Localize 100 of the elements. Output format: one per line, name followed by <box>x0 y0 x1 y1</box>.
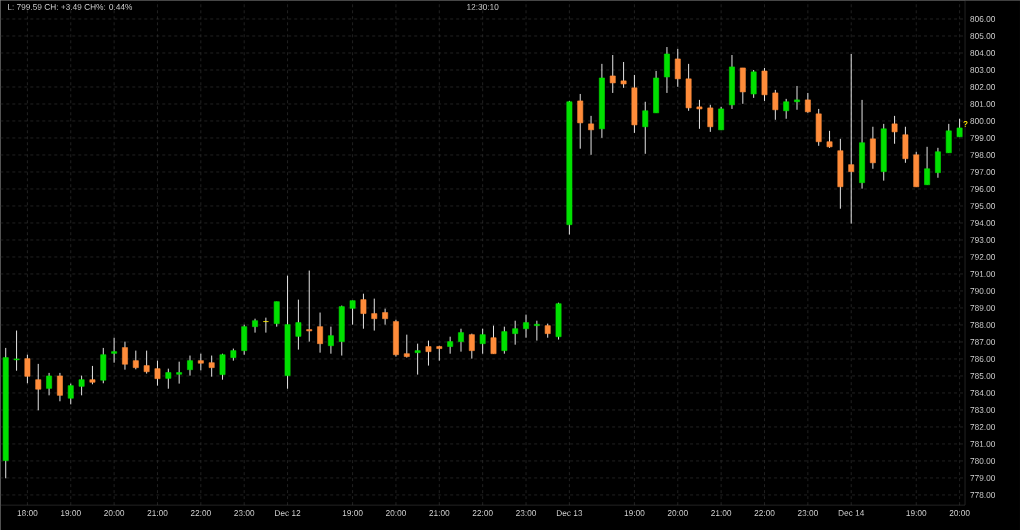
candlestick <box>588 115 594 156</box>
candlestick <box>750 69 757 99</box>
x-tick-label: 19:00 <box>342 510 363 516</box>
y-tick-label: 792.00 <box>970 253 996 260</box>
y-tick-label: 790.00 <box>970 287 996 294</box>
x-tick-label: 23:00 <box>516 510 537 516</box>
candlestick <box>490 325 497 355</box>
x-tick-label: Dec 13 <box>556 510 583 516</box>
candlestick <box>891 115 898 145</box>
candlestick <box>869 126 876 170</box>
x-tick-label: 18:00 <box>17 510 38 516</box>
candlestick <box>24 354 31 384</box>
y-tick-label: 806.00 <box>970 15 996 22</box>
y-tick-label: 780.00 <box>970 457 996 464</box>
x-tick-label: 23:00 <box>797 510 818 516</box>
candlestick <box>935 147 941 179</box>
x-tick-label: 19:00 <box>906 510 927 516</box>
x-tick-label: 22:00 <box>754 510 775 516</box>
candlestick <box>46 372 52 396</box>
candlestick <box>533 320 540 341</box>
candlestick <box>252 318 258 333</box>
candlestick <box>414 343 421 375</box>
candlestick <box>208 355 215 378</box>
y-tick-label: 778.00 <box>970 491 996 498</box>
y-tick-label: 793.00 <box>970 236 996 243</box>
candlestick <box>794 85 800 111</box>
candlestick <box>902 126 909 164</box>
y-tick-label: 798.00 <box>970 151 996 158</box>
x-tick-label: 21:00 <box>147 510 168 516</box>
candlestick <box>165 368 172 390</box>
candlestick <box>577 93 584 150</box>
x-tick-label: 20:00 <box>667 510 688 516</box>
candlestick <box>295 299 302 350</box>
candlestick <box>382 308 389 326</box>
y-tick-label: 801.00 <box>970 100 996 107</box>
y-tick-label: 788.00 <box>970 321 996 328</box>
y-tick-label: 789.00 <box>970 304 996 311</box>
candlestick <box>468 333 475 360</box>
candlestick <box>132 350 139 370</box>
annotation: 12:30:10 <box>467 3 499 10</box>
candlestick <box>772 89 779 121</box>
y-tick-label: 787.00 <box>970 338 996 345</box>
y-tick-label: 800.00 <box>970 117 996 124</box>
candlestick <box>122 341 128 371</box>
y-tick-label: 802.00 <box>970 83 996 90</box>
candlestick <box>317 312 323 354</box>
x-tick-label: Dec 12 <box>275 510 301 516</box>
y-tick-label: 781.00 <box>970 440 996 447</box>
candlestick <box>176 361 183 384</box>
x-tick-label: 22:00 <box>472 510 493 516</box>
candlestick <box>501 326 508 355</box>
x-tick-label: 21:00 <box>711 510 732 516</box>
candlestick <box>945 123 952 154</box>
x-tick-label: 20:00 <box>949 510 970 516</box>
x-tick-label: 19:00 <box>624 510 645 516</box>
candlestick <box>154 360 161 387</box>
candlestick <box>67 383 74 405</box>
candlestick <box>187 355 193 377</box>
y-tick-label: 782.00 <box>970 423 996 430</box>
y-tick-label: 799.00 <box>970 134 996 141</box>
candlestick <box>956 118 963 138</box>
candlestick <box>436 345 443 362</box>
y-tick-label: 797.00 <box>970 168 996 175</box>
candlestick <box>360 293 367 330</box>
candlestick <box>219 353 226 381</box>
candlestick <box>696 99 703 130</box>
candlestick <box>804 92 811 114</box>
candlestick <box>143 350 150 374</box>
y-tick-label: 794.00 <box>970 219 996 226</box>
candlestick <box>664 46 670 94</box>
candlestick <box>848 53 855 225</box>
candlestick <box>403 334 410 358</box>
candlestick <box>739 67 746 105</box>
y-tick-label: 786.00 <box>970 355 996 362</box>
y-tick-label: 779.00 <box>970 474 996 481</box>
candlestick <box>241 324 248 356</box>
y-tick-label: 784.00 <box>970 389 996 396</box>
candlestick <box>371 298 378 331</box>
candlestick <box>89 365 96 385</box>
candlestick <box>458 328 464 353</box>
candlestick <box>718 106 725 131</box>
candlestick <box>609 54 616 94</box>
candlestick <box>13 330 20 372</box>
candlestick <box>642 101 649 155</box>
y-tick-label: 785.00 <box>970 372 996 379</box>
candlestick <box>620 61 627 89</box>
candlestick <box>523 314 529 339</box>
candlestick <box>707 104 714 133</box>
candlestick <box>111 337 118 364</box>
x-tick-label: 20:00 <box>104 510 125 516</box>
candlestick <box>328 326 334 355</box>
candlestick <box>783 98 790 120</box>
candlestick <box>425 340 432 366</box>
candlestick <box>479 328 486 355</box>
candlestick <box>674 48 681 88</box>
y-tick-label: 803.00 <box>970 66 996 73</box>
annotation: ? <box>963 120 968 127</box>
candlestick <box>57 372 63 402</box>
x-tick-label: 19:00 <box>61 510 81 516</box>
candlestick <box>273 301 280 328</box>
